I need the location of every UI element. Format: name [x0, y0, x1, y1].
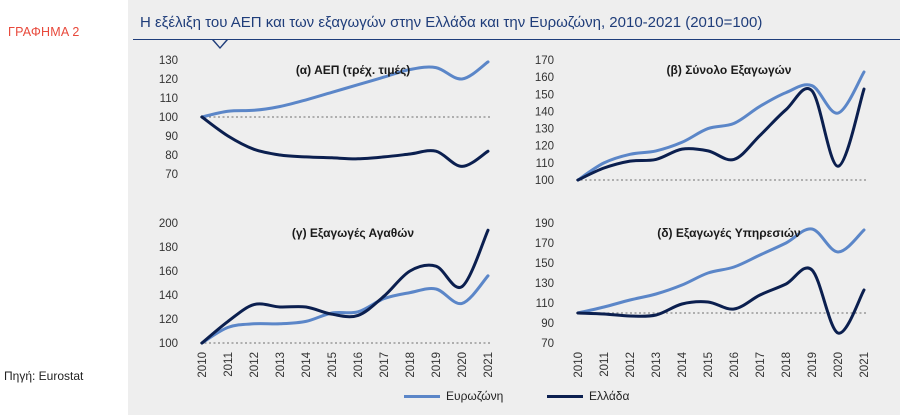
x-tick-label: 2015	[703, 352, 715, 378]
y-tick-label: 110	[536, 298, 554, 310]
legend-eurozone-label: Ευρωζώνη	[446, 389, 504, 403]
y-tick-label: 70	[541, 338, 554, 350]
x-tick-label: 2017	[755, 352, 767, 378]
graph-number-label: ΓΡΑΦΗΜΑ 2	[8, 25, 80, 39]
y-tick-label: 160	[535, 72, 554, 84]
source-note: Πηγή: Eurostat	[4, 369, 84, 383]
series-line-eurozone	[200, 274, 490, 345]
chart-4: 70 90 110 130 150 170 190 2010 2011 2012 2013 2014 2…	[535, 218, 871, 378]
subplot-title: (α) ΑΕΠ (τρέχ. τιμές)	[296, 63, 410, 77]
x-tick-label: 2013	[275, 352, 287, 378]
subplot-title: (γ) Εξαγωγές Αγαθών	[292, 226, 415, 240]
legend-greece-label: Ελλάδα	[589, 389, 630, 403]
x-tick-label: 2016	[353, 352, 365, 378]
series-line-greece	[576, 266, 866, 335]
y-tick-label: 190	[535, 218, 554, 230]
y-tick-label: 110	[160, 93, 178, 105]
x-tick-label: 2021	[483, 352, 495, 378]
legend-eurozone-swatch	[404, 394, 440, 398]
x-tick-label: 2019	[431, 352, 443, 378]
series-line-eurozone	[576, 227, 866, 315]
y-tick-label: 90	[165, 131, 178, 143]
chart-2: 100 110 120 130 140 150 160 170 (β) Σύνολο Εξαγω…	[535, 55, 866, 187]
y-tick-label: 120	[159, 74, 178, 86]
left-column: ΓΡΑΦΗΜΑ 2 Πηγή: Eurostat	[0, 0, 128, 415]
x-tick-label: 2011	[223, 352, 235, 377]
x-tick-label: 2018	[781, 352, 793, 378]
x-tick-label: 2020	[833, 352, 845, 378]
legend-eurozone: Ευρωζώνη	[404, 389, 503, 403]
y-tick-label: 140	[535, 106, 554, 118]
y-tick-label: 100	[159, 338, 178, 350]
charts-svg: 70 80 90 100 110 120 130 (α) ΑΕΠ (τρέχ. τιμές) 1…	[159, 40, 871, 378]
x-tick-label: 2014	[301, 351, 313, 377]
y-tick-label: 120	[535, 141, 554, 153]
y-tick-label: 160	[159, 266, 178, 278]
y-tick-label: 130	[159, 55, 178, 67]
y-tick-label: 130	[535, 278, 554, 290]
title-divider	[133, 39, 900, 40]
chart-1: 70 80 90 100 110 120 130 (α) ΑΕΠ (τρέχ. τιμές)	[159, 55, 490, 181]
x-tick-label: 2013	[651, 352, 663, 378]
subplot-title: (β) Σύνολο Εξαγωγών	[667, 63, 792, 77]
y-tick-label: 80	[165, 150, 178, 162]
chart-3: 100 120 140 160 180 200 2010 2011 2012 2013 2014 20…	[159, 218, 495, 378]
y-tick-label: 100	[159, 112, 178, 124]
x-tick-label: 2017	[379, 352, 391, 378]
x-tick-label: 2012	[625, 352, 637, 378]
title-pointer-inner	[214, 40, 226, 47]
y-tick-label: 70	[165, 169, 178, 181]
x-tick-label: 2016	[729, 352, 741, 378]
y-tick-label: 130	[535, 124, 554, 136]
x-tick-label: 2015	[327, 352, 339, 378]
y-tick-label: 110	[536, 158, 554, 170]
y-tick-label: 170	[535, 55, 554, 67]
x-tick-label: 2020	[457, 352, 469, 378]
series-line-eurozone	[200, 60, 490, 119]
series-line-eurozone	[576, 70, 866, 182]
chart-panel	[128, 0, 900, 415]
series-line-greece	[200, 115, 490, 168]
y-tick-label: 150	[535, 89, 554, 101]
figure-title: Η εξέλιξη του ΑΕΠ και των εξαγωγών στην …	[140, 14, 763, 31]
y-tick-label: 180	[159, 242, 178, 254]
y-tick-label: 90	[541, 318, 554, 330]
y-tick-label: 200	[159, 218, 178, 230]
x-tick-label: 2021	[859, 352, 871, 378]
series-line-greece	[200, 228, 490, 345]
legend-greece: Ελλάδα	[547, 389, 629, 403]
x-tick-label: 2012	[249, 352, 261, 378]
subplot-title: (δ) Εξαγωγές Υπηρεσιών	[657, 226, 801, 240]
series-line-greece	[576, 87, 866, 182]
x-tick-label: 2019	[807, 352, 819, 378]
legend-greece-swatch	[547, 394, 583, 398]
x-tick-label: 2018	[405, 352, 417, 378]
y-tick-label: 120	[159, 314, 178, 326]
y-tick-label: 140	[159, 290, 178, 302]
y-tick-label: 150	[535, 258, 554, 270]
x-tick-label: 2010	[573, 352, 585, 378]
y-tick-label: 170	[535, 238, 554, 250]
x-tick-label: 2014	[677, 351, 689, 377]
x-tick-label: 2010	[197, 352, 209, 378]
x-tick-label: 2011	[599, 352, 611, 377]
y-tick-label: 100	[535, 175, 554, 187]
